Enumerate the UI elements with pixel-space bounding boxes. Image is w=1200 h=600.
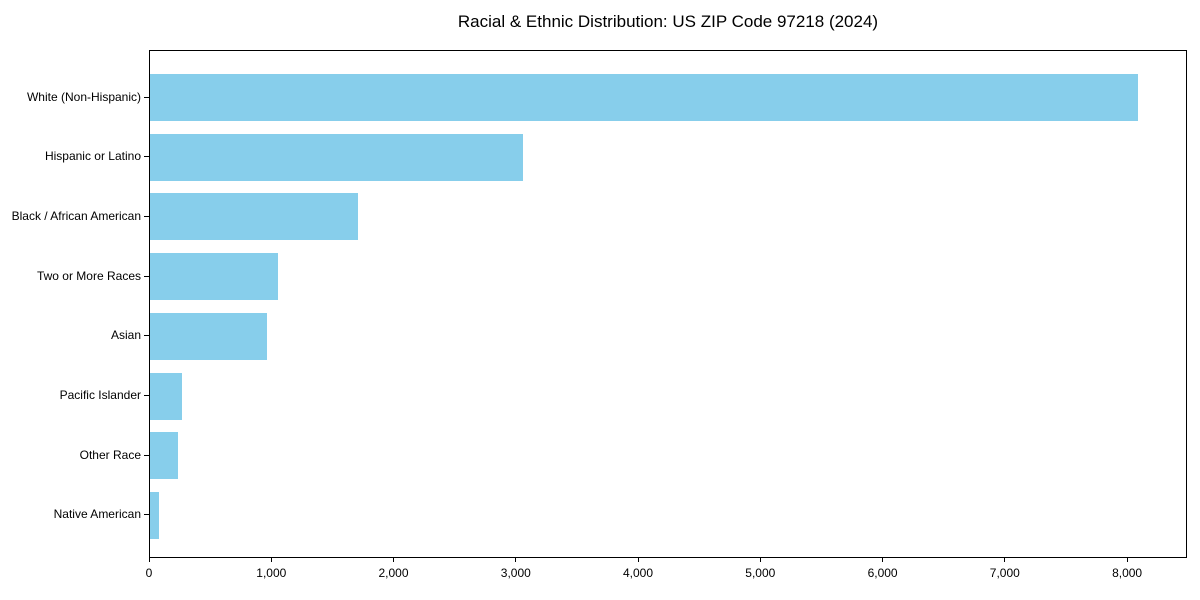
y-tick-mark — [144, 275, 149, 277]
x-tick-label: 2,000 — [378, 566, 409, 580]
y-tick-mark — [144, 454, 149, 456]
x-tick-mark — [1126, 558, 1128, 562]
x-tick-mark — [882, 558, 884, 562]
y-tick-label: Pacific Islander — [59, 388, 141, 402]
bar — [150, 193, 358, 241]
bar — [150, 372, 182, 420]
chart-title: Racial & Ethnic Distribution: US ZIP Cod… — [457, 12, 879, 31]
y-tick-mark — [144, 215, 149, 217]
y-tick-mark — [144, 335, 149, 337]
y-tick-label: Asian — [110, 328, 141, 343]
plot-area — [149, 50, 1187, 558]
x-tick-mark — [759, 558, 761, 562]
y-tick-label: Other Race — [79, 447, 141, 462]
y-tick-label: White (Non-Hispanic) — [26, 89, 141, 104]
x-tick-label: 8,000 — [1112, 566, 1143, 580]
y-tick-label: Black / African American — [11, 208, 141, 223]
x-tick-mark — [637, 558, 639, 562]
x-tick-label: 5,000 — [745, 566, 776, 580]
y-tick-label: Two or More Races — [36, 268, 141, 283]
y-tick-mark — [144, 395, 149, 396]
bar — [150, 312, 268, 360]
x-tick-label: 1,000 — [256, 566, 287, 580]
bar — [150, 253, 279, 301]
y-tick-mark — [144, 96, 149, 98]
bar — [150, 133, 523, 181]
x-tick-label: 6,000 — [867, 566, 898, 580]
x-tick-mark — [515, 558, 517, 562]
bar — [150, 491, 159, 539]
y-tick-mark — [144, 514, 149, 516]
x-tick-label: 3,000 — [500, 566, 531, 580]
bar — [150, 74, 1138, 121]
y-tick-mark — [144, 156, 149, 158]
bar — [150, 432, 179, 480]
x-tick-label: 0 — [145, 566, 153, 580]
x-tick-mark — [148, 558, 150, 562]
x-tick-mark — [270, 558, 272, 562]
y-tick-label: Hispanic or Latino — [44, 149, 141, 164]
x-tick-mark — [1004, 558, 1006, 562]
x-tick-mark — [393, 558, 394, 562]
x-tick-label: 4,000 — [622, 566, 654, 580]
x-tick-label: 7,000 — [989, 566, 1020, 580]
y-tick-label: Native American — [53, 507, 141, 522]
